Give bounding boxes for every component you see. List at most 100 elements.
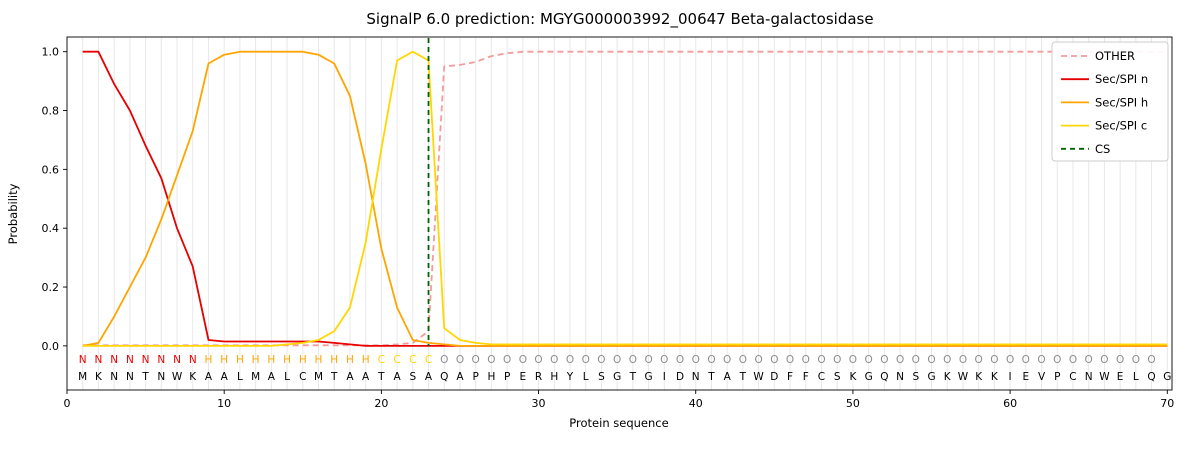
sequence-letter: G bbox=[645, 371, 653, 383]
region-label: O bbox=[644, 354, 652, 366]
region-label: H bbox=[299, 354, 307, 366]
region-label: O bbox=[1037, 354, 1045, 366]
sequence-letter: E bbox=[520, 371, 527, 383]
region-label: O bbox=[613, 354, 621, 366]
sequence-letter: A bbox=[456, 371, 464, 383]
region-label: O bbox=[943, 354, 951, 366]
legend-label-h: Sec/SPI h bbox=[1095, 95, 1148, 109]
region-label: O bbox=[912, 354, 920, 366]
sequence-letter: W bbox=[958, 371, 969, 383]
x-tick-label: 70 bbox=[1160, 397, 1174, 410]
x-tick-label: 60 bbox=[1003, 397, 1017, 410]
region-label: O bbox=[865, 354, 873, 366]
region-label: N bbox=[189, 354, 197, 366]
sequence-letter: A bbox=[221, 371, 229, 383]
sequence-letter: Q bbox=[1147, 371, 1155, 383]
region-label: C bbox=[378, 354, 385, 366]
y-tick-label: 1.0 bbox=[42, 46, 60, 59]
x-tick-label: 0 bbox=[64, 397, 71, 410]
sequence-letter: F bbox=[803, 371, 809, 383]
sequence-letter: K bbox=[189, 371, 197, 383]
sequence-letter: D bbox=[676, 371, 684, 383]
sequence-letter: T bbox=[629, 371, 637, 383]
region-label: O bbox=[723, 354, 731, 366]
region-label: O bbox=[472, 354, 480, 366]
sequence-letter: S bbox=[912, 371, 919, 383]
region-label: O bbox=[833, 354, 841, 366]
region-label: O bbox=[440, 354, 448, 366]
sequence-letter: E bbox=[1022, 371, 1029, 383]
sequence-letter: P bbox=[473, 371, 479, 383]
region-label: C bbox=[409, 354, 416, 366]
sequence-letter: L bbox=[237, 371, 243, 383]
region-label: O bbox=[1006, 354, 1014, 366]
sequence-letter: K bbox=[944, 371, 952, 383]
y-tick-label: 0.0 bbox=[42, 340, 60, 353]
sequence-letter: K bbox=[991, 371, 999, 383]
sequence-letter: N bbox=[692, 371, 700, 383]
sequence-letter: F bbox=[787, 371, 793, 383]
region-label: O bbox=[707, 354, 715, 366]
region-label: O bbox=[1132, 354, 1140, 366]
sequence-letter: I bbox=[663, 371, 666, 383]
gridlines-layer bbox=[82, 37, 1168, 390]
region-label: O bbox=[550, 354, 558, 366]
region-label: O bbox=[692, 354, 700, 366]
region-label: O bbox=[1053, 354, 1061, 366]
region-label: O bbox=[1100, 354, 1108, 366]
region-label: O bbox=[534, 354, 542, 366]
chart-title: SignalP 6.0 prediction: MGYG000003992_00… bbox=[366, 10, 873, 29]
region-label: O bbox=[739, 354, 747, 366]
sequence-letter: K bbox=[95, 371, 103, 383]
region-label: O bbox=[1069, 354, 1077, 366]
series-line-other bbox=[82, 50, 1168, 347]
region-label: O bbox=[629, 354, 637, 366]
region-label: N bbox=[110, 354, 118, 366]
sequence-letter: A bbox=[425, 371, 433, 383]
sequence-letter: A bbox=[393, 371, 401, 383]
sequence-letter: C bbox=[1069, 371, 1076, 383]
region-label: O bbox=[456, 354, 464, 366]
y-tick-label: 0.4 bbox=[42, 222, 60, 235]
sequence-letter: R bbox=[535, 371, 542, 383]
sequence-letter: D bbox=[770, 371, 778, 383]
sequence-letters-layer: NMNKNNNNNTNNNWNKHAHAHLHMHAHLHCHMHTHAHACT… bbox=[78, 354, 1171, 383]
sequence-letter: G bbox=[1163, 371, 1171, 383]
series-line-c bbox=[82, 50, 1168, 347]
region-label: O bbox=[1085, 354, 1093, 366]
region-label: N bbox=[126, 354, 134, 366]
region-label: H bbox=[330, 354, 338, 366]
sequence-letter: W bbox=[753, 371, 764, 383]
region-label: H bbox=[346, 354, 354, 366]
region-label: O bbox=[849, 354, 857, 366]
legend-label-c: Sec/SPI c bbox=[1095, 119, 1147, 133]
sequence-letter: K bbox=[849, 371, 857, 383]
sequence-letter: I bbox=[1009, 371, 1012, 383]
sequence-letter: L bbox=[284, 371, 290, 383]
sequence-letter: G bbox=[865, 371, 873, 383]
y-axis-label: Probability bbox=[6, 183, 20, 244]
region-label: O bbox=[975, 354, 983, 366]
region-label: H bbox=[315, 354, 323, 366]
plot-frame bbox=[66, 36, 1173, 391]
region-label: O bbox=[990, 354, 998, 366]
sequence-letter: T bbox=[707, 371, 715, 383]
region-label: O bbox=[786, 354, 794, 366]
region-label: H bbox=[283, 354, 291, 366]
sequence-letter: K bbox=[975, 371, 983, 383]
sequence-letter: V bbox=[1038, 371, 1046, 383]
x-tick-label: 30 bbox=[532, 397, 546, 410]
region-label: N bbox=[79, 354, 87, 366]
region-label: C bbox=[425, 354, 432, 366]
legend-label-cs: CS bbox=[1095, 142, 1110, 156]
sequence-letter: L bbox=[583, 371, 589, 383]
region-label: O bbox=[503, 354, 511, 366]
sequence-letter: A bbox=[362, 371, 370, 383]
sequence-letter: S bbox=[409, 371, 416, 383]
region-label: N bbox=[95, 354, 103, 366]
sequence-letter: M bbox=[251, 371, 260, 383]
region-label: O bbox=[817, 354, 825, 366]
sequence-letter: L bbox=[1133, 371, 1139, 383]
